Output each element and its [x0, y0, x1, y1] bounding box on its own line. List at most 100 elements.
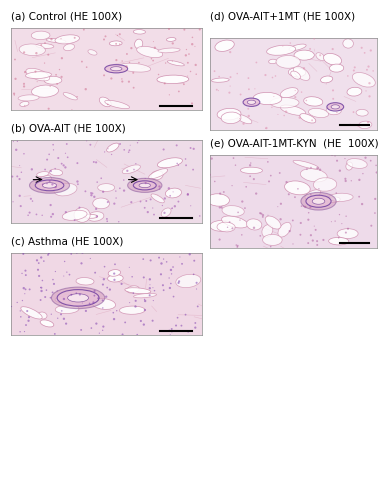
Point — [234, 243, 240, 251]
Point — [190, 270, 197, 278]
Point — [292, 86, 298, 94]
Point — [167, 192, 173, 200]
Point — [252, 85, 258, 93]
Point — [277, 169, 283, 177]
Ellipse shape — [247, 100, 256, 104]
Point — [355, 122, 361, 130]
Point — [62, 258, 68, 266]
Point — [108, 74, 114, 82]
Point — [311, 222, 317, 230]
Point — [174, 160, 180, 168]
Ellipse shape — [293, 160, 319, 169]
Point — [121, 186, 127, 194]
Point — [46, 104, 52, 112]
Ellipse shape — [37, 176, 51, 185]
Point — [307, 203, 314, 211]
Point — [356, 176, 362, 184]
Ellipse shape — [119, 63, 150, 72]
Point — [333, 189, 339, 197]
Point — [345, 224, 351, 232]
Ellipse shape — [88, 50, 97, 55]
Ellipse shape — [243, 98, 260, 106]
Ellipse shape — [151, 171, 163, 180]
Point — [209, 154, 215, 162]
Point — [151, 210, 157, 218]
Point — [142, 204, 148, 212]
Point — [138, 198, 144, 205]
Ellipse shape — [67, 294, 88, 302]
Point — [77, 204, 83, 212]
Point — [334, 108, 340, 116]
Ellipse shape — [359, 121, 372, 128]
Point — [126, 148, 132, 156]
Ellipse shape — [337, 228, 358, 238]
Point — [117, 40, 123, 48]
Point — [343, 228, 349, 236]
Point — [239, 231, 245, 239]
Point — [183, 52, 189, 60]
Ellipse shape — [54, 184, 77, 196]
Point — [103, 292, 109, 300]
Point — [367, 92, 373, 100]
Point — [22, 286, 29, 294]
Ellipse shape — [222, 216, 248, 228]
Point — [133, 160, 139, 168]
Point — [186, 50, 192, 58]
Ellipse shape — [267, 45, 296, 56]
Point — [16, 175, 22, 183]
Point — [21, 82, 27, 90]
Ellipse shape — [99, 97, 111, 106]
Point — [211, 67, 218, 75]
Point — [176, 279, 182, 287]
Point — [181, 80, 187, 88]
Point — [111, 270, 117, 278]
Ellipse shape — [294, 50, 314, 60]
Point — [54, 314, 61, 322]
Point — [124, 167, 130, 175]
Point — [175, 198, 181, 205]
Ellipse shape — [343, 39, 354, 48]
Point — [126, 78, 132, 86]
Point — [332, 152, 338, 160]
Point — [81, 26, 87, 34]
Point — [34, 210, 40, 218]
Point — [168, 270, 174, 278]
Point — [94, 212, 100, 220]
Point — [317, 51, 323, 59]
Point — [277, 215, 283, 223]
Point — [362, 49, 368, 57]
Point — [51, 280, 57, 288]
Point — [185, 190, 191, 198]
Point — [113, 187, 119, 195]
Point — [189, 100, 195, 108]
Point — [73, 289, 79, 297]
Point — [226, 88, 232, 96]
Point — [116, 218, 122, 226]
Point — [48, 35, 54, 43]
Ellipse shape — [35, 180, 64, 190]
Point — [193, 61, 199, 69]
Point — [169, 204, 175, 212]
Point — [83, 63, 90, 71]
Point — [306, 208, 312, 216]
Ellipse shape — [76, 278, 94, 285]
Ellipse shape — [316, 52, 325, 60]
Point — [119, 75, 125, 83]
Text: (e) OVA-AIT-1MT-KYN  (HE  100X): (e) OVA-AIT-1MT-KYN (HE 100X) — [210, 139, 378, 149]
Point — [149, 54, 155, 62]
Point — [160, 146, 166, 154]
Point — [330, 86, 336, 94]
Ellipse shape — [37, 172, 49, 176]
Point — [99, 296, 106, 304]
Point — [207, 171, 213, 179]
Point — [305, 216, 311, 224]
Point — [298, 230, 304, 238]
Point — [311, 35, 317, 43]
Ellipse shape — [98, 184, 115, 192]
Point — [63, 208, 69, 216]
Point — [174, 314, 181, 322]
Point — [27, 208, 33, 216]
Point — [107, 286, 113, 294]
Point — [185, 190, 191, 198]
Point — [162, 80, 168, 88]
